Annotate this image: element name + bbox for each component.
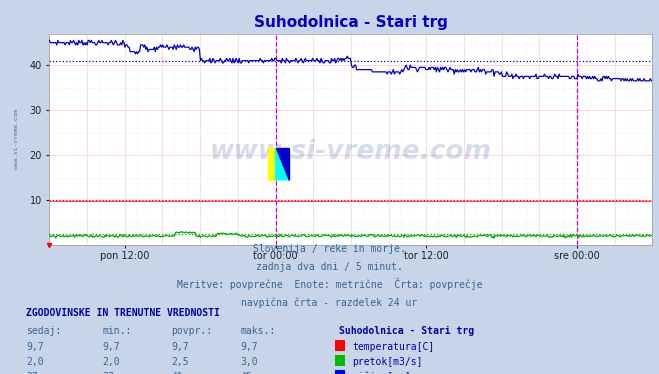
- Text: Slovenija / reke in morje.: Slovenija / reke in morje.: [253, 245, 406, 254]
- Text: temperatura[C]: temperatura[C]: [353, 342, 435, 352]
- Text: 37: 37: [26, 372, 38, 374]
- Polygon shape: [275, 148, 289, 180]
- Text: maks.:: maks.:: [241, 326, 275, 336]
- Text: Meritve: povprečne  Enote: metrične  Črta: povprečje: Meritve: povprečne Enote: metrične Črta:…: [177, 278, 482, 290]
- Text: 2,5: 2,5: [171, 357, 189, 367]
- Text: 37: 37: [102, 372, 114, 374]
- Text: 9,7: 9,7: [26, 342, 44, 352]
- Text: Suhodolnica - Stari trg: Suhodolnica - Stari trg: [339, 326, 474, 336]
- Text: 9,7: 9,7: [102, 342, 120, 352]
- Text: min.:: min.:: [102, 326, 132, 336]
- Text: povpr.:: povpr.:: [171, 326, 212, 336]
- Text: 2,0: 2,0: [102, 357, 120, 367]
- Text: 3,0: 3,0: [241, 357, 258, 367]
- Text: sedaj:: sedaj:: [26, 326, 61, 336]
- Text: ZGODOVINSKE IN TRENUTNE VREDNOSTI: ZGODOVINSKE IN TRENUTNE VREDNOSTI: [26, 308, 220, 318]
- Text: 41: 41: [171, 372, 183, 374]
- Text: zadnja dva dni / 5 minut.: zadnja dva dni / 5 minut.: [256, 263, 403, 272]
- Text: navpična črta - razdelek 24 ur: navpična črta - razdelek 24 ur: [241, 298, 418, 308]
- Polygon shape: [268, 148, 275, 180]
- Text: 9,7: 9,7: [171, 342, 189, 352]
- Text: www.si-vreme.com: www.si-vreme.com: [14, 109, 18, 169]
- Text: 45: 45: [241, 372, 252, 374]
- Text: pretok[m3/s]: pretok[m3/s]: [353, 357, 423, 367]
- Text: 9,7: 9,7: [241, 342, 258, 352]
- Text: 2,0: 2,0: [26, 357, 44, 367]
- Polygon shape: [275, 148, 289, 180]
- Text: višina[cm]: višina[cm]: [353, 371, 411, 374]
- Title: Suhodolnica - Stari trg: Suhodolnica - Stari trg: [254, 15, 448, 30]
- Text: www.si-vreme.com: www.si-vreme.com: [210, 139, 492, 165]
